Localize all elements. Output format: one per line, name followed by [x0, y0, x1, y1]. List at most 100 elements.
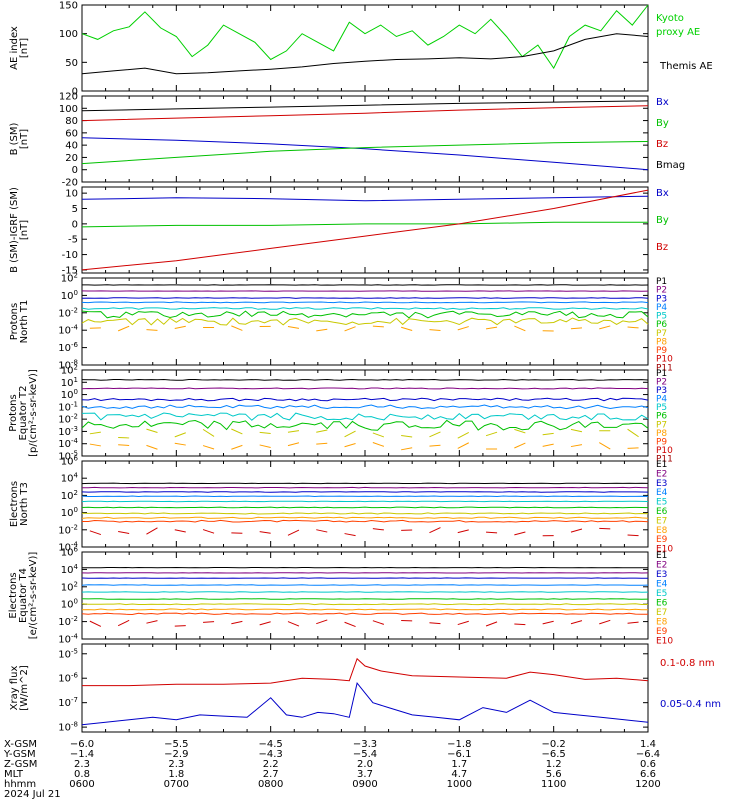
legend-entry: P10 — [656, 446, 673, 456]
series-line-P6 — [81, 310, 649, 319]
time-axis-value: 3.7 — [357, 769, 373, 780]
series-segment-P8 — [117, 325, 130, 332]
y-tick-label: 10-6 — [58, 672, 78, 685]
legend-entry: E1 — [656, 551, 667, 561]
series-segment-E10 — [429, 622, 441, 625]
series-segment-P8 — [514, 325, 526, 332]
series-line-P3 — [81, 297, 649, 299]
series-segment-P8 — [344, 443, 356, 448]
legend-entry: E10 — [656, 545, 673, 555]
time-axis-hhmm: 0700 — [164, 779, 189, 790]
y-tick-label: 100 — [61, 289, 78, 302]
legend-entry: E8 — [656, 618, 668, 628]
series-line-E9 — [82, 519, 649, 523]
y-tick-label: 102 — [61, 489, 78, 502]
series-segment-P8 — [202, 445, 215, 450]
series-segment-E10 — [316, 529, 328, 533]
legend-entry: P7 — [656, 329, 667, 339]
series-segment-P8 — [231, 444, 243, 450]
legend-entry: proxy AE — [656, 27, 700, 38]
series-segment-E10 — [259, 621, 271, 626]
series-line-P4 — [81, 301, 649, 304]
series-segment-E10 — [316, 619, 328, 625]
legend-entry: P11 — [656, 363, 673, 373]
series-segment-P8 — [259, 444, 271, 449]
y-tick-label: 10-2 — [58, 413, 78, 426]
series-segment-E10 — [202, 529, 215, 534]
legend-entry: Bz — [656, 242, 668, 253]
legend-entry: E1 — [656, 460, 667, 470]
series-segment-P7 — [401, 435, 413, 438]
panel-1: 0 50 100 150 AE index [nT] Kyoto proxy AE Themis… — [9, 1, 713, 98]
series-segment-P8 — [429, 329, 441, 331]
series-line-P1 — [81, 378, 649, 381]
y-tick-label: 10 — [65, 189, 78, 200]
series-segment-P8 — [599, 442, 611, 450]
time-axis-hhmm: 1000 — [447, 779, 472, 790]
y-tick-label: 102 — [61, 272, 78, 285]
time-axis-value: −0.2 — [542, 739, 566, 750]
legend-entry: E6 — [656, 599, 668, 609]
y-axis-label: B (SM)-IGRF (SM) — [9, 187, 20, 273]
series-segment-P7 — [570, 428, 583, 433]
y-tick-label: 10-6 — [58, 341, 78, 354]
legend-entry: Bmag — [656, 160, 685, 171]
legend-entry: P9 — [656, 437, 667, 447]
series-line-P6 — [81, 419, 649, 431]
series-segment-E10 — [287, 621, 300, 627]
series-segment-E10 — [89, 530, 102, 536]
series-segment-P7 — [542, 432, 554, 436]
series-segment-P8 — [344, 326, 356, 332]
y-tick-label: 120 — [59, 92, 78, 103]
time-axis-value: −4.5 — [259, 739, 283, 750]
series-line-E8 — [81, 608, 649, 611]
legend-entry: P11 — [656, 454, 673, 464]
series-segment-E10 — [514, 531, 526, 536]
y-tick-label: 5 — [72, 204, 78, 215]
series-segment-P8 — [457, 326, 469, 331]
legend-entry: E8 — [656, 526, 668, 536]
date-label: 2024 Jul 21 — [4, 789, 61, 800]
series-line-Bx — [81, 195, 649, 202]
series-line-E7 — [81, 512, 649, 515]
plot-frame — [81, 186, 649, 274]
series-segment-P8 — [372, 325, 384, 328]
series-segment-P8 — [485, 326, 498, 330]
series-segment-P8 — [118, 444, 130, 446]
y-tick-label: 10-5 — [58, 647, 78, 660]
series-segment-E10 — [514, 623, 526, 626]
y-axis-label: [nT] — [19, 129, 30, 149]
y-tick-label: 150 — [59, 1, 78, 12]
series-segment-E10 — [146, 527, 158, 535]
y-tick-label: 101 — [61, 376, 78, 389]
series-line-E1 — [81, 482, 649, 485]
legend-entry: E5 — [656, 498, 667, 508]
series-segment-P8 — [599, 325, 611, 330]
y-tick-label: 10-4 — [58, 437, 78, 450]
legend-entry: E7 — [656, 608, 667, 618]
y-tick-label: 10-4 — [58, 324, 78, 337]
y-tick-label: -5 — [68, 235, 78, 246]
series-segment-E10 — [570, 528, 583, 533]
legend-entry: P2 — [656, 378, 667, 388]
time-axis-hhmm: 1200 — [635, 779, 660, 790]
y-tick-label: 104 — [61, 563, 79, 576]
time-axis-value: 1.4 — [640, 739, 656, 750]
series-segment-P7 — [231, 428, 243, 435]
series-segment-E10 — [570, 620, 583, 625]
y-tick-label: 100 — [59, 104, 78, 115]
y-tick-label: 100 — [61, 598, 78, 611]
y-axis-label: [W/m^2] — [19, 665, 30, 711]
series-segment-P7 — [457, 431, 469, 439]
series-line-Themis AE — [81, 33, 649, 75]
series-line-Bz — [81, 189, 649, 271]
series-line-E8 — [81, 516, 649, 519]
series-segment-P8 — [287, 326, 300, 329]
time-axis-value: −5.4 — [353, 749, 377, 760]
time-axis-value: 0.6 — [640, 759, 656, 770]
series-segment-E10 — [287, 529, 300, 536]
legend-entry: P1 — [656, 369, 667, 379]
series-segment-P8 — [514, 442, 526, 449]
